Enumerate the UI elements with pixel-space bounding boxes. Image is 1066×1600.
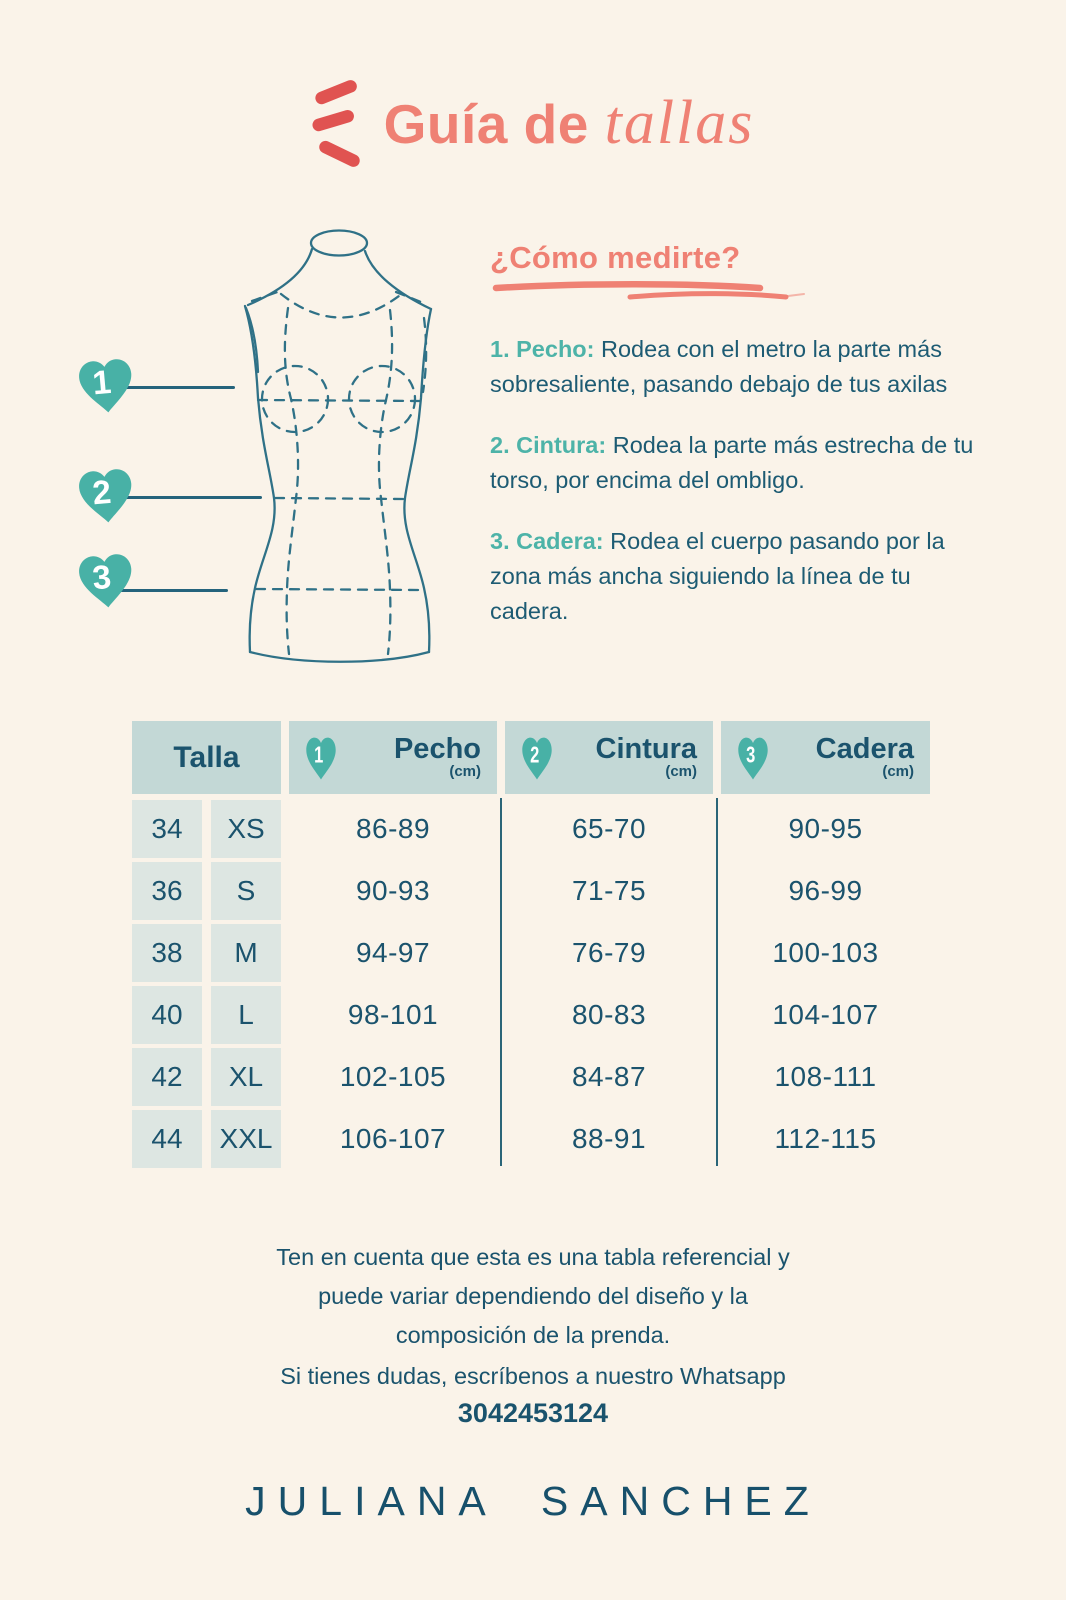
step-cintura-text: Rodea la parte más estrecha de tu torso,… <box>490 432 974 493</box>
heart-3-icon: 3 <box>738 737 768 780</box>
marker-number: 3 <box>91 559 113 597</box>
value-pecho: 98-101 <box>347 999 439 1030</box>
value-cintura: 76-79 <box>571 937 647 968</box>
size-number-cell: 42 <box>132 1048 202 1106</box>
column-label-cintura: Cintura <box>595 733 698 765</box>
table-row: 40 L 98-101 80-83 104-107 <box>132 984 930 1046</box>
heart-1-icon: 1 <box>306 737 336 780</box>
brand-name: JULIANA SANCHEZ <box>245 1478 821 1524</box>
header-cell-pecho: 1 Pecho (cm) <box>289 721 497 794</box>
step-pecho-text: Rodea con el metro la parte más sobresal… <box>490 336 948 397</box>
value-pecho: 86-89 <box>355 813 431 844</box>
step-cadera-label: 3. Cadera: <box>490 528 604 554</box>
column-marker-number: 2 <box>530 743 539 768</box>
column-divider <box>500 798 502 1166</box>
page-header: Guía de tallas <box>0 76 1066 170</box>
column-divider <box>716 798 718 1166</box>
value-cadera: 96-99 <box>788 875 863 906</box>
size-table: Talla 1 Pecho (cm) 2 Cintura (cm) 3 <box>132 721 930 1170</box>
value-cadera: 104-107 <box>772 999 879 1030</box>
marker-line-1 <box>102 386 235 389</box>
header-cell-cadera: 3 Cadera (cm) <box>721 721 930 794</box>
column-marker-number: 3 <box>746 743 755 768</box>
table-row: 34 XS 86-89 65-70 90-95 <box>132 798 930 860</box>
step-pecho: 1. Pecho: Rodea con el metro la parte má… <box>490 332 986 402</box>
value-pecho: 90-93 <box>355 875 431 906</box>
marker-line-3 <box>102 589 228 592</box>
marker-number: 1 <box>91 364 113 402</box>
table-header-row: Talla 1 Pecho (cm) 2 Cintura (cm) 3 <box>132 721 930 794</box>
size-letter-cell: XL <box>211 1048 281 1106</box>
heart-marker-1-icon: 1 <box>71 349 141 420</box>
column-label-cadera: Cadera <box>815 733 914 765</box>
value-pecho: 106-107 <box>339 1123 447 1154</box>
note-line: puede variar dependiendo del diseño y la <box>318 1283 748 1309</box>
size-number-cell: 34 <box>132 800 202 858</box>
how-to-measure-section: ¿Cómo medirte? 1. Pecho: Rodea con el me… <box>490 240 986 629</box>
value-cintura: 88-91 <box>571 1123 647 1154</box>
size-number-cell: 38 <box>132 924 202 982</box>
heart-marker-2-icon: 2 <box>71 459 141 530</box>
table-row: 36 S 90-93 71-75 96-99 <box>132 860 930 922</box>
value-cintura: 71-75 <box>571 875 647 906</box>
step-cintura-label: 2. Cintura: <box>490 432 607 458</box>
size-letter-cell: S <box>211 862 281 920</box>
header-cell-talla: Talla <box>132 721 281 794</box>
header-cell-cintura: 2 Cintura (cm) <box>505 721 713 794</box>
column-marker-number: 1 <box>314 743 323 768</box>
note-line: composición de la prenda. <box>395 1322 671 1348</box>
step-cadera-text: Rodea el cuerpo pasando por la zona más … <box>490 528 945 624</box>
table-row: 38 M 94-97 76-79 100-103 <box>132 922 930 984</box>
column-unit-cintura: (cm) <box>665 763 697 780</box>
column-unit-pecho: (cm) <box>449 763 481 780</box>
size-letter-cell: XS <box>211 800 281 858</box>
table-body: 34 XS 86-89 65-70 90-95 36 S 90-93 71-75 9… <box>132 798 930 1170</box>
value-cadera: 112-115 <box>774 1123 877 1154</box>
phone-number: 3042453124 <box>457 1398 609 1428</box>
heart-marker-3-icon: 3 <box>71 544 141 615</box>
table-row: 44 XXL 106-107 88-91 112-115 <box>132 1108 930 1170</box>
reference-note: Ten en cuenta que esta es una tabla refe… <box>0 1238 1066 1355</box>
step-pecho-label: 1. Pecho: <box>490 336 595 362</box>
brand-logo-icon <box>312 80 360 167</box>
how-to-title: ¿Cómo medirte? <box>490 240 741 275</box>
size-number-cell: 36 <box>132 862 202 920</box>
value-cadera: 90-95 <box>788 813 863 844</box>
size-letter-cell: M <box>211 924 281 982</box>
value-pecho: 94-97 <box>355 937 431 968</box>
value-pecho: 102-105 <box>339 1061 447 1092</box>
value-cadera: 100-103 <box>772 937 879 968</box>
size-number-cell: 44 <box>132 1110 202 1168</box>
column-label-pecho: Pecho <box>393 733 481 765</box>
step-cintura: 2. Cintura: Rodea la parte más estrecha … <box>490 428 986 498</box>
title-bold: Guía de <box>383 92 589 155</box>
page-title: Guía de tallas <box>384 88 755 159</box>
value-cintura: 84-87 <box>571 1061 647 1092</box>
brush-underline <box>492 281 805 300</box>
whatsapp-note: Si tienes dudas, escríbenos a nuestro Wh… <box>280 1363 786 1389</box>
talla-label: Talla <box>173 740 240 774</box>
size-number-cell: 40 <box>132 986 202 1044</box>
heart-2-icon: 2 <box>522 737 552 780</box>
marker-line-2 <box>102 496 262 499</box>
value-cintura: 65-70 <box>571 813 647 844</box>
title-script: tallas <box>604 88 755 157</box>
note-line: Ten en cuenta que esta es una tabla refe… <box>276 1244 790 1270</box>
table-row: 42 XL 102-105 84-87 108-111 <box>132 1046 930 1108</box>
mannequin-illustration <box>243 229 433 663</box>
size-letter-cell: XXL <box>211 1110 281 1168</box>
marker-number: 2 <box>91 474 113 512</box>
column-unit-cadera: (cm) <box>882 763 914 780</box>
value-cadera: 108-111 <box>774 1061 877 1092</box>
size-letter-cell: L <box>211 986 281 1044</box>
step-cadera: 3. Cadera: Rodea el cuerpo pasando por l… <box>490 524 986 629</box>
value-cintura: 80-83 <box>571 999 647 1030</box>
